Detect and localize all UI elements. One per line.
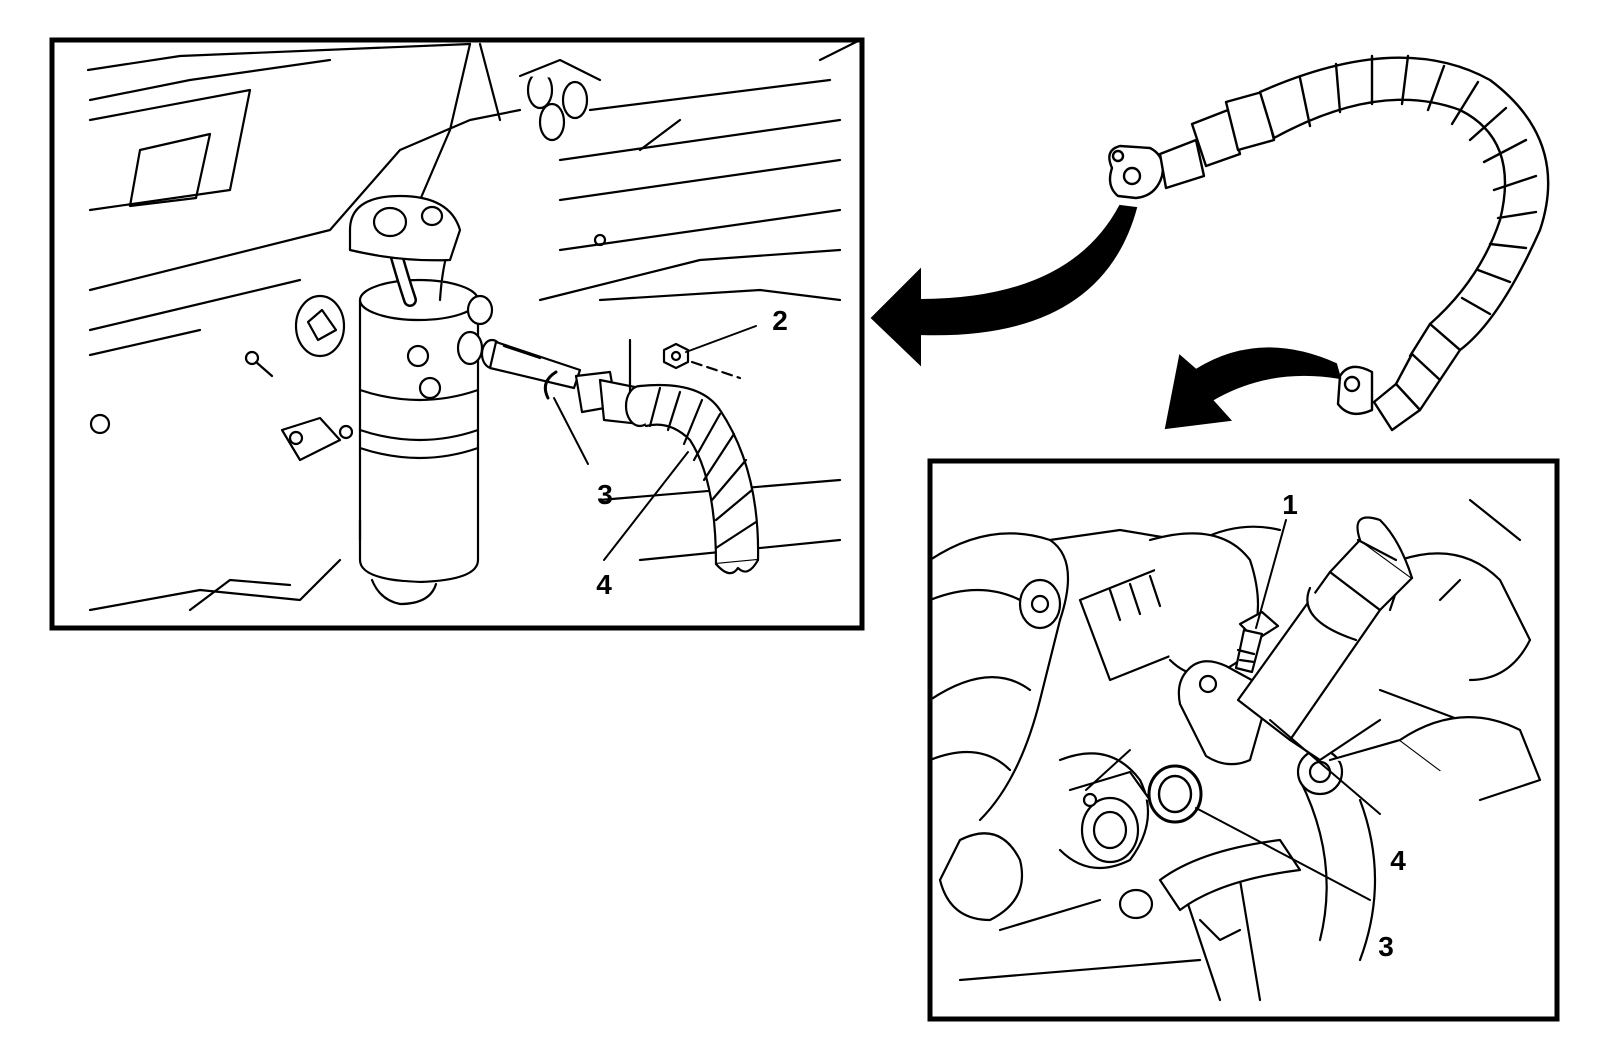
compressor-body [1018,532,1260,682]
right-panel-border [927,458,1560,1022]
bolt [1234,610,1280,674]
callout-label-3: 3 [597,479,613,510]
right-detail-panel: 1 4 3 [927,458,1560,1022]
hose-block-fitting [1177,516,1414,766]
pipe-fittings-top [518,58,602,142]
accumulator [280,194,494,606]
left-panel-border [49,37,865,631]
lower-hose [1158,716,1542,942]
outlet-fitting [456,330,582,390]
o-ring-left [543,370,558,400]
callout-label-4: 4 [596,569,612,600]
leader-lines-right [1085,519,1381,901]
callout-label-4-right: 4 [1390,845,1406,876]
nut-left [628,338,742,394]
removed-hose-assembly [1108,54,1550,432]
callout-label-3-right: 3 [1378,931,1394,962]
arrow-to-left-panel [870,204,1138,367]
left-detail-panel: 2 3 4 [49,37,865,631]
compressor-ports [1068,748,1344,920]
arrow-to-right-panel [1164,347,1342,430]
curved-arrow-icon [870,204,1138,367]
curved-arrow-icon [1164,347,1342,430]
leader-lines-left [553,325,757,561]
hose-assembly-left [574,370,760,575]
callout-label-1: 1 [1282,489,1298,520]
o-ring-right [1147,764,1203,824]
callout-label-2: 2 [772,305,788,336]
screw-left [89,350,274,435]
